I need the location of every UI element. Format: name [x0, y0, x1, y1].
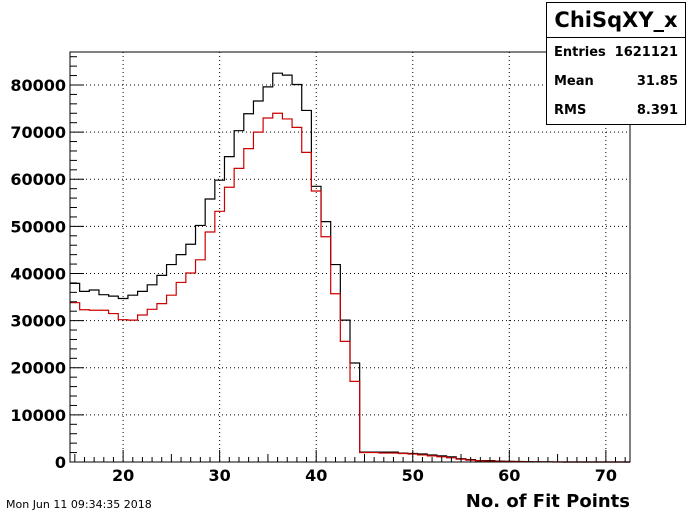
- histogram-series: [70, 72, 630, 463]
- y-tick-label: 10000: [10, 406, 66, 425]
- x-tick-label: 40: [305, 466, 327, 485]
- x-tick-label: 20: [112, 466, 134, 485]
- stats-rms-label: RMS: [554, 103, 587, 118]
- y-tick-label: 40000: [10, 264, 66, 283]
- y-tick-label: 60000: [10, 170, 66, 189]
- x-tick-label: 50: [402, 466, 424, 485]
- histogram-series-0: [70, 72, 630, 463]
- x-tick-label: 30: [209, 466, 231, 485]
- x-tick-label: 70: [595, 466, 617, 485]
- stats-row-entries: Entries 1621121: [547, 38, 685, 67]
- x-tick-label: 60: [498, 466, 520, 485]
- y-tick-label: 50000: [10, 217, 66, 236]
- y-tick-label: 0: [55, 453, 66, 472]
- stats-row-mean: Mean 31.85: [547, 67, 685, 96]
- y-tick-label: 30000: [10, 312, 66, 331]
- histogram-series-1: [70, 112, 630, 463]
- stats-mean-label: Mean: [554, 74, 594, 89]
- y-tick-label: 70000: [10, 123, 66, 142]
- y-tick-label: 20000: [10, 359, 66, 378]
- axis-ticks: [70, 56, 626, 463]
- x-axis-title: No. of Fit Points: [465, 491, 630, 512]
- plot-frame: [69, 51, 631, 463]
- stats-row-rms: RMS 8.391: [547, 96, 685, 125]
- stats-title: ChiSqXY_x: [547, 3, 685, 38]
- stats-rms-value: 8.391: [636, 103, 678, 118]
- stats-entries-label: Entries: [554, 45, 606, 60]
- stats-mean-value: 31.85: [636, 74, 678, 89]
- y-tick-label: 80000: [10, 76, 66, 95]
- stats-box: ChiSqXY_x Entries 1621121 Mean 31.85 RMS…: [546, 2, 686, 125]
- tick-labels: 20 30 40 50 60 70 0 10000 20000 30000 40000 50000 60…: [10, 76, 617, 485]
- stats-entries-value: 1621121: [614, 45, 678, 60]
- footer-datetime: Mon Jun 11 09:34:35 2018: [6, 498, 152, 511]
